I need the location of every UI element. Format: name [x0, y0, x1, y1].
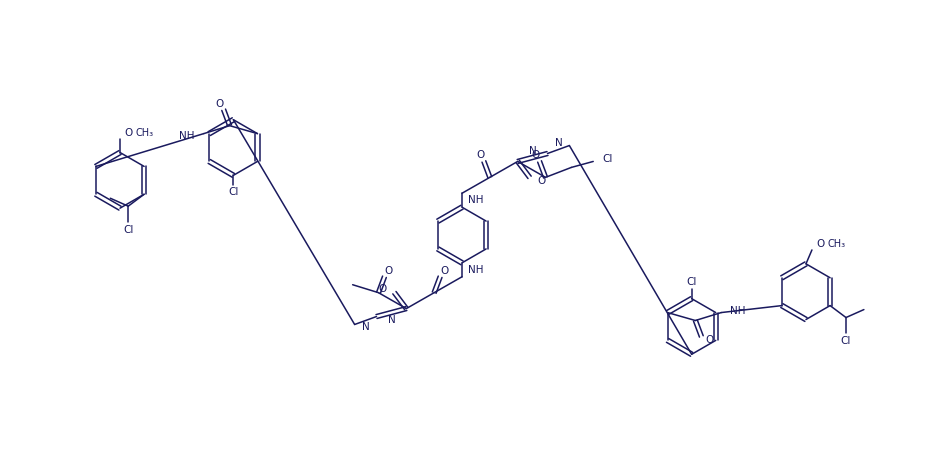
Text: N: N [388, 314, 395, 324]
Text: O: O [378, 284, 387, 294]
Text: N: N [555, 138, 562, 148]
Text: CH₃: CH₃ [828, 239, 846, 249]
Text: Cl: Cl [841, 336, 851, 346]
Text: Cl: Cl [686, 277, 697, 287]
Text: Cl: Cl [602, 154, 612, 164]
Text: O: O [440, 266, 449, 276]
Text: NH: NH [468, 195, 484, 205]
Text: O: O [537, 176, 546, 186]
Text: NH: NH [179, 131, 195, 141]
Text: O: O [124, 128, 132, 138]
Text: NH: NH [730, 305, 746, 315]
Text: N: N [362, 323, 369, 332]
Text: Cl: Cl [228, 187, 239, 197]
Text: O: O [532, 151, 539, 161]
Text: O: O [384, 266, 392, 276]
Text: NH: NH [468, 265, 484, 275]
Text: CH₃: CH₃ [136, 128, 154, 138]
Text: O: O [816, 239, 824, 249]
Text: Cl: Cl [123, 225, 133, 235]
Text: O: O [476, 151, 485, 161]
Text: O: O [706, 335, 713, 345]
Text: O: O [216, 99, 224, 109]
Text: N: N [529, 145, 536, 155]
